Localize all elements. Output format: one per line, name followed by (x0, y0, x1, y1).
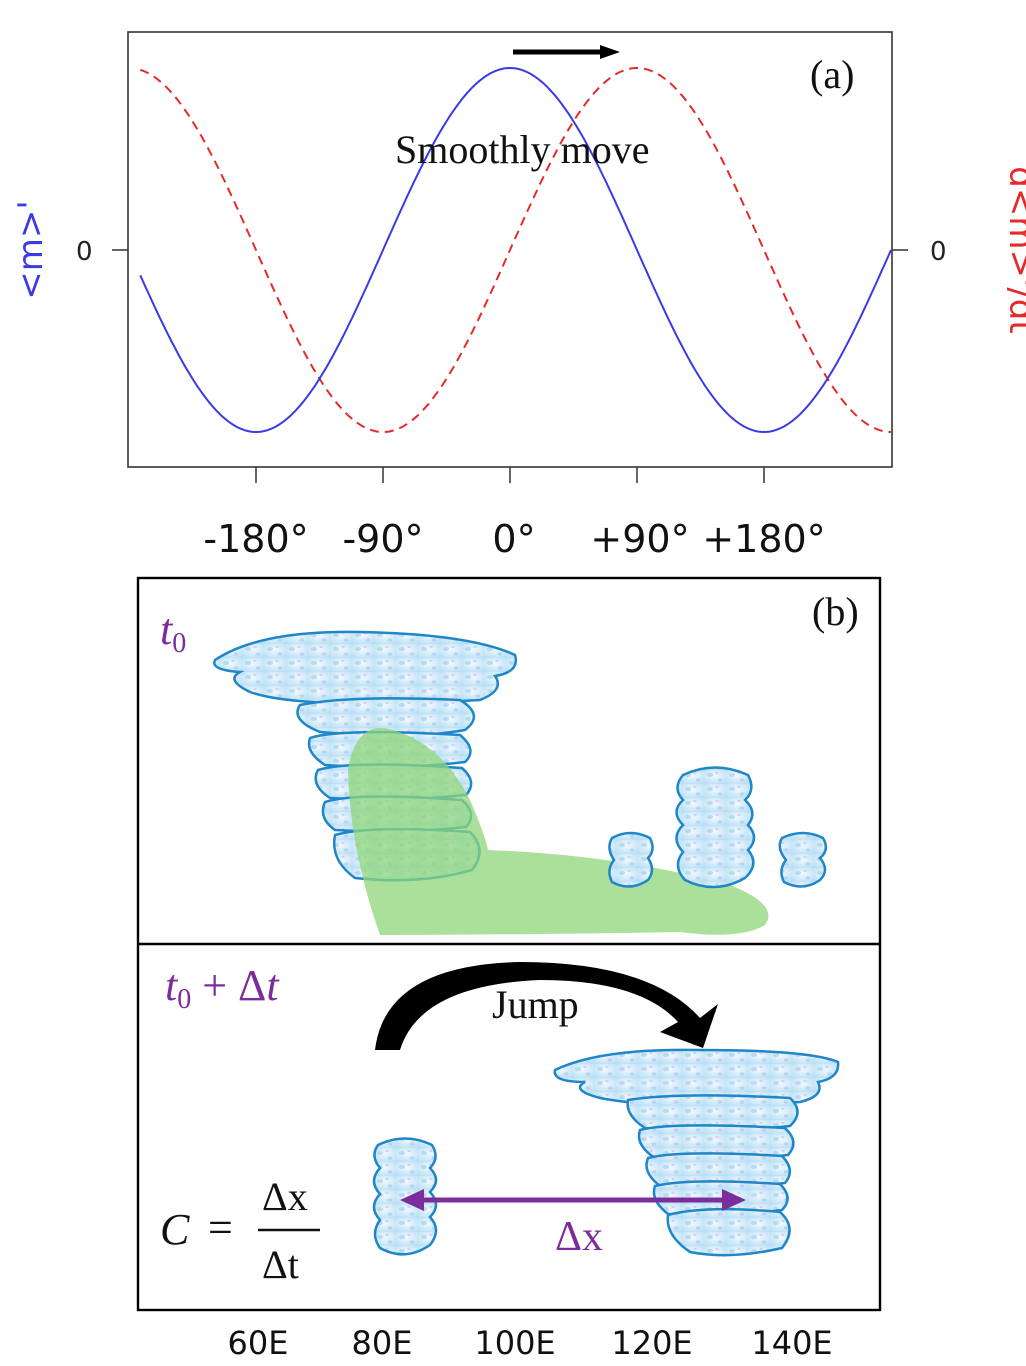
panel-b: (b) t0 t0 + Δt Jump (136, 576, 882, 1362)
jump-label: Jump (492, 982, 579, 1027)
right-axis-label: d<m>'/dt (1001, 166, 1026, 333)
congestus-cloud (675, 766, 756, 889)
panel-a: Smoothly move (a) 0 0 <m>' d<m>'/dt -180… (11, 31, 1026, 561)
xtick-label: +180° (702, 517, 825, 561)
dx-label: Δx (555, 1214, 603, 1260)
formula-c: C (160, 1205, 190, 1254)
smooth-move-label: Smoothly move (395, 127, 649, 172)
deep-convection-cloud-bottom (553, 1048, 840, 1257)
panel-a-xtick-labels: -180° -90° 0° +90° +180° (203, 517, 825, 561)
panel-b-label: (b) (812, 589, 859, 634)
formula-num: Δx (262, 1174, 308, 1219)
series-dmdt-line (139, 66, 892, 434)
time-label-t0: t0 (160, 605, 186, 659)
xtick-label: 0° (492, 517, 535, 561)
green-anomaly-region (348, 727, 769, 935)
panel-a-xticks (255, 467, 765, 483)
left-zero-label: 0 (76, 237, 93, 267)
xtick-label: -90° (342, 517, 423, 561)
xtick-label: 100E (474, 1324, 555, 1362)
xtick-label: 140E (751, 1324, 832, 1362)
xtick-label: -180° (203, 517, 308, 561)
phase-speed-formula: C = Δx Δt (160, 1174, 320, 1287)
xtick-label: 80E (352, 1324, 413, 1362)
jump-arrow (375, 962, 718, 1050)
formula-den: Δt (262, 1242, 299, 1287)
shallow-cloud-bottom (372, 1137, 438, 1256)
xtick-label: 120E (611, 1324, 692, 1362)
left-axis-label: <m>' (11, 200, 51, 299)
series-m-line (139, 66, 892, 434)
xtick-label: +90° (590, 517, 689, 561)
formula-eq: = (208, 1203, 233, 1252)
time-label-t0-dt: t0 + Δt (165, 961, 280, 1015)
shallow-cloud-small-1 (608, 831, 654, 888)
panel-a-label: (a) (810, 52, 854, 97)
right-zero-label: 0 (930, 237, 947, 267)
shallow-cloud-small-2 (778, 831, 828, 888)
dx-arrow (400, 1189, 746, 1211)
smooth-move-arrow (513, 45, 620, 59)
xtick-label: 60E (228, 1324, 289, 1362)
panel-b-xtick-labels: 60E 80E 100E 120E 140E (228, 1324, 833, 1362)
